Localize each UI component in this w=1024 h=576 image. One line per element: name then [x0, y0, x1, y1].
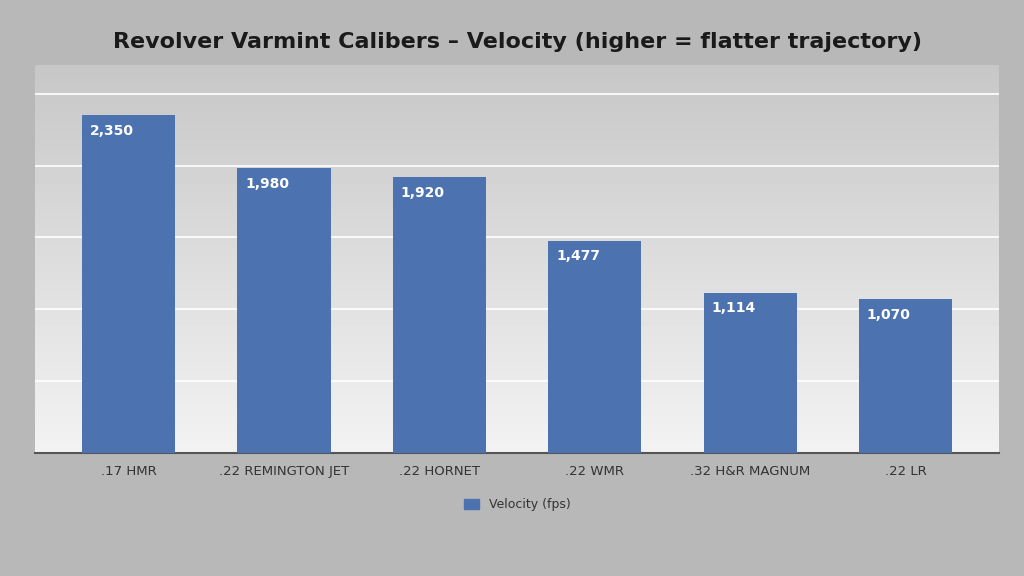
Text: 1,477: 1,477 — [556, 249, 600, 263]
Text: 1,980: 1,980 — [245, 177, 289, 191]
Bar — [548, 241, 641, 453]
Text: 1,114: 1,114 — [712, 301, 756, 316]
Bar — [393, 177, 486, 453]
Bar — [238, 168, 331, 453]
Text: 2,350: 2,350 — [90, 124, 134, 138]
Bar — [82, 115, 175, 453]
Legend: Velocity (fps): Velocity (fps) — [459, 494, 575, 517]
Bar — [703, 293, 797, 453]
Title: Revolver Varmint Calibers – Velocity (higher = flatter trajectory): Revolver Varmint Calibers – Velocity (hi… — [113, 32, 922, 52]
Text: 1,070: 1,070 — [866, 308, 910, 322]
Text: 1,920: 1,920 — [400, 185, 444, 200]
Bar — [859, 299, 952, 453]
